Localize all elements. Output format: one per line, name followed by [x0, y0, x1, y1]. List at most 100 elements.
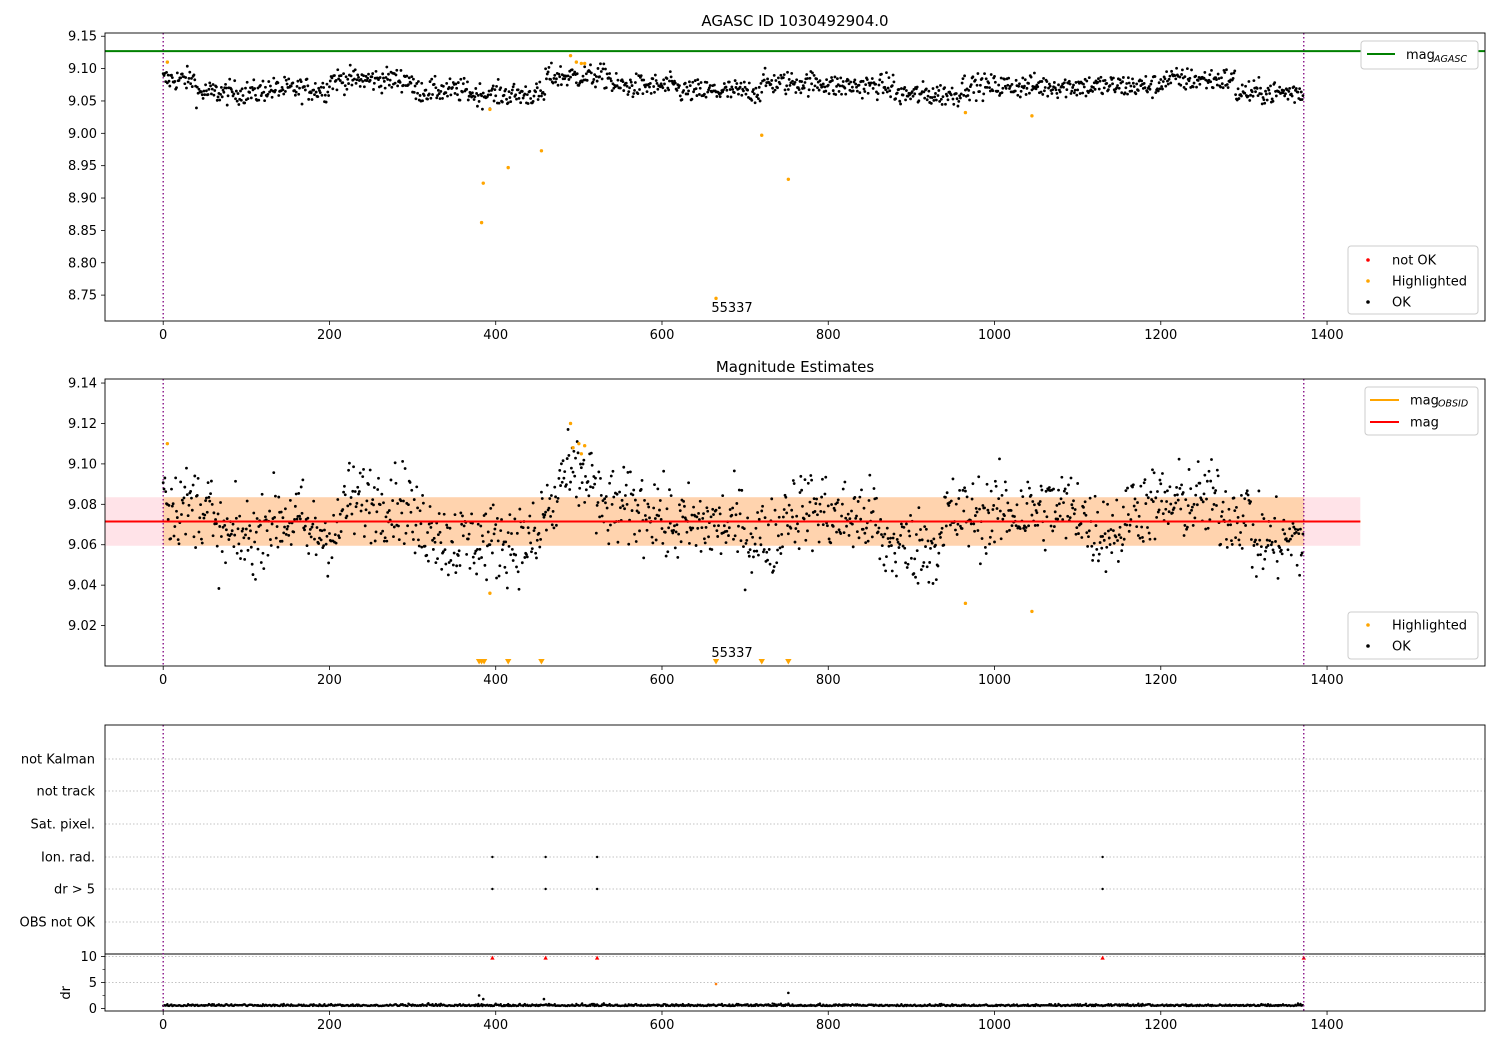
ok-point	[518, 507, 522, 511]
ok-point	[871, 510, 875, 513]
ok-point	[1248, 99, 1252, 102]
ok-point	[1235, 505, 1238, 509]
ok-point	[422, 94, 426, 97]
ok-point	[1008, 87, 1011, 90]
highlighted-point	[568, 53, 573, 58]
ok-point	[294, 90, 298, 94]
ok-point	[1017, 84, 1021, 88]
ok-point	[945, 491, 949, 495]
ok-point	[1175, 66, 1178, 70]
ok-point	[1082, 85, 1086, 89]
ok-point	[202, 89, 206, 93]
ok-point	[769, 82, 773, 86]
ok-point	[805, 73, 809, 76]
ok-point	[515, 531, 519, 535]
ok-point	[939, 84, 942, 87]
ok-point	[1204, 527, 1208, 531]
ok-point	[1054, 88, 1058, 92]
x-tick-label: 0	[159, 328, 167, 343]
y-tick-label: 9.05	[68, 94, 97, 109]
ok-point	[748, 548, 752, 552]
ok-point	[930, 96, 934, 99]
ok-point	[1042, 89, 1046, 93]
ok-point	[239, 98, 243, 102]
ok-point	[350, 512, 354, 516]
ok-point	[576, 451, 580, 455]
dr-clipped-marker	[490, 955, 495, 960]
highlighted-point	[165, 441, 170, 446]
ok-point	[325, 534, 329, 538]
ok-point	[1171, 511, 1174, 515]
ok-point	[609, 77, 612, 81]
ok-point	[293, 504, 297, 508]
ok-point	[383, 86, 387, 90]
ok-point	[653, 73, 657, 77]
x-tick-label: 1400	[1311, 673, 1344, 688]
ok-point	[494, 523, 498, 527]
ok-point	[1021, 495, 1025, 499]
ok-point	[937, 89, 941, 92]
ok-point	[692, 90, 695, 94]
ok-point	[1259, 553, 1262, 557]
ok-point	[573, 474, 577, 478]
ok-point	[1173, 493, 1177, 497]
ok-point	[861, 527, 865, 531]
ok-point	[434, 86, 438, 90]
ok-point	[596, 67, 600, 70]
ok-point	[935, 85, 939, 89]
ok-point	[486, 93, 490, 97]
ok-point	[744, 541, 748, 545]
ok-point	[732, 469, 736, 473]
ok-point	[447, 561, 451, 564]
x-tick-label: 400	[483, 1018, 508, 1033]
ok-point	[224, 86, 228, 90]
ok-point	[823, 85, 827, 89]
ok-point	[963, 486, 966, 490]
ok-point	[737, 488, 741, 492]
ok-point	[673, 81, 677, 85]
ok-point	[1028, 91, 1031, 95]
ok-point	[664, 554, 668, 558]
ok-point	[436, 557, 439, 560]
ok-point	[1254, 538, 1257, 542]
ok-point	[429, 96, 433, 100]
ok-point	[733, 534, 737, 538]
ok-point	[619, 86, 622, 90]
ok-point	[538, 80, 542, 84]
ok-point	[810, 478, 814, 482]
ok-point	[236, 92, 240, 95]
ok-point	[1127, 81, 1131, 85]
ok-point	[722, 82, 726, 85]
ok-point	[234, 516, 238, 520]
ok-point	[747, 554, 751, 558]
ok-point	[543, 92, 547, 96]
x-tick-label: 800	[816, 673, 841, 688]
ok-point	[598, 75, 602, 79]
ok-point	[806, 95, 810, 98]
ok-point	[651, 77, 655, 81]
ok-point	[752, 88, 755, 91]
highlighted-point	[760, 133, 764, 137]
ok-point	[1072, 512, 1076, 516]
ok-point	[545, 528, 548, 532]
ok-point	[343, 484, 346, 488]
ok-point	[762, 548, 766, 551]
ok-point	[515, 565, 518, 569]
ok-point	[322, 544, 326, 548]
ok-point	[1118, 78, 1122, 82]
ok-point	[552, 526, 556, 530]
ok-point	[895, 574, 898, 578]
ok-point	[690, 97, 694, 101]
ok-point	[794, 527, 798, 530]
ok-point	[693, 79, 697, 82]
ok-point	[184, 532, 188, 536]
ok-point	[809, 474, 813, 477]
ok-point	[345, 87, 349, 91]
ok-point	[1206, 81, 1210, 85]
ok-point	[894, 97, 897, 101]
ok-point	[289, 543, 293, 546]
ok-point	[668, 79, 671, 83]
ok-point	[1252, 544, 1256, 547]
ok-point	[456, 93, 459, 97]
